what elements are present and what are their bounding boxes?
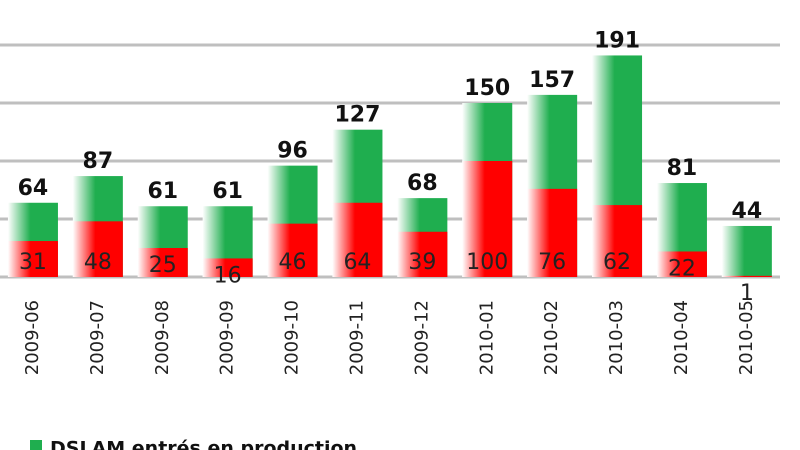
value-label: 16 [214, 263, 242, 288]
total-label: 96 [277, 139, 308, 164]
value-label: 25 [149, 253, 177, 278]
legend-label: DSLAM entrés en production [50, 438, 357, 450]
total-label: 44 [732, 199, 763, 224]
bar [656, 251, 707, 277]
x-tick-label: 2009-07 [87, 300, 108, 375]
total-label: 68 [407, 171, 438, 196]
bar [397, 231, 448, 277]
value-label: 76 [538, 250, 566, 275]
total-label: 64 [18, 176, 49, 201]
bar [202, 258, 253, 277]
x-tick-label: 2009-10 [282, 300, 303, 375]
x-tick-label: 2010-01 [476, 300, 497, 375]
total-label: 61 [147, 179, 178, 204]
total-label: 191 [594, 28, 640, 53]
bar [137, 248, 188, 277]
value-label: 48 [84, 250, 112, 275]
x-tick-label: 2010-02 [541, 300, 562, 375]
value-label: 31 [19, 250, 47, 275]
bar [721, 225, 772, 277]
total-label: 157 [529, 68, 575, 93]
bar [592, 205, 643, 277]
value-label: 39 [408, 250, 436, 275]
x-tick-label: 2009-08 [152, 300, 173, 375]
x-tick-label: 2010-03 [606, 300, 627, 375]
value-label: 64 [343, 250, 371, 275]
value-label: 1 [740, 281, 754, 306]
bar [721, 275, 772, 277]
legend-swatch [30, 440, 42, 450]
value-label: 100 [466, 250, 508, 275]
bar [7, 241, 58, 277]
x-tick-label: 2010-05 [736, 300, 757, 375]
value-label: 46 [279, 250, 307, 275]
total-label: 127 [334, 103, 380, 128]
bar [527, 188, 578, 277]
x-tick-label: 2010-04 [671, 300, 692, 375]
total-label: 81 [667, 156, 698, 181]
bar [267, 223, 318, 277]
total-label: 61 [212, 179, 243, 204]
total-label: 150 [464, 76, 510, 101]
bar [332, 202, 383, 277]
x-tick-label: 2009-12 [411, 300, 432, 375]
x-tick-label: 2009-06 [22, 300, 43, 375]
x-tick-label: 2009-11 [346, 300, 367, 375]
x-tick-label: 2009-09 [217, 300, 238, 375]
bar [72, 221, 123, 277]
total-label: 87 [83, 149, 114, 174]
value-label: 62 [603, 250, 631, 275]
value-label: 22 [668, 256, 696, 281]
bar [462, 161, 513, 277]
